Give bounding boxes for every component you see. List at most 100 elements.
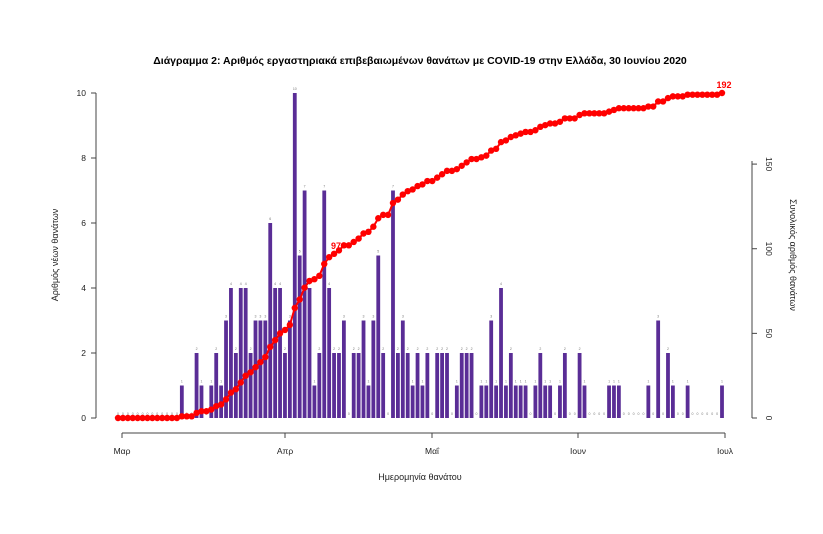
bar-value-label: 0 [569,412,571,416]
x-axis-label: Ημερομηνία θανάτου [378,472,462,482]
bar-value-label: 1 [181,380,183,384]
bar-value-label: 4 [245,282,247,286]
bar [543,385,548,418]
bar-value-label: 2 [382,347,384,351]
cumulative-point [596,110,603,117]
bar [317,353,322,418]
cumulative-point [296,296,303,303]
bar [327,288,332,418]
y2-tick-label: 100 [764,242,774,256]
bar [425,353,430,418]
bar-value-label: 0 [593,412,595,416]
cumulative-point [542,121,549,129]
bar-value-label: 2 [235,347,237,351]
cumulative-point [350,238,357,246]
bar [670,385,675,418]
bar-value-label: 0 [142,412,144,416]
bar-value-label: 0 [692,412,694,416]
bar-value-label: 1 [687,380,689,384]
bar-value-label: 0 [161,412,163,416]
bar [366,385,371,418]
cumulative-point [252,364,259,371]
bar-value-label: 3 [657,315,659,319]
cumulative-point [537,123,544,131]
cumulative-point [139,414,146,422]
cumulative-point [198,408,205,415]
bar [297,255,302,418]
bar-value-label: 3 [343,315,345,319]
bar-value-label: 2 [250,347,252,351]
bar-value-label: 0 [137,412,139,416]
bar-value-label: 7 [392,185,394,189]
bar-value-label: 10 [293,87,297,91]
cumulative-point [448,167,456,175]
cumulative-point [168,414,176,422]
cumulative-point [178,413,186,420]
bar-value-label: 1 [367,380,369,384]
bar [410,385,415,418]
bar-value-label: 0 [638,412,640,416]
bar-value-label: 1 [520,380,522,384]
bar-value-label: 0 [176,412,178,416]
bar [258,320,263,418]
bar [513,385,518,418]
bar-value-label: 0 [451,412,453,416]
bar [292,93,297,418]
bar-value-label: 3 [372,315,374,319]
cumulative-point [291,304,298,312]
cumulative-point [424,177,431,185]
y-tick-label: 4 [81,283,86,293]
cumulative-point [433,174,441,181]
bar-value-label: 0 [642,412,644,416]
cumulative-point [708,91,716,98]
bar-value-label: 0 [706,412,708,416]
bar-value-label: 3 [255,315,257,319]
bar-value-label: 1 [544,380,546,384]
chart-title: Διάγραμμα 2: Αριθμός εργαστηριακά επιβεβ… [153,55,687,67]
bar-value-label: 2 [353,347,355,351]
cumulative-point [463,159,470,166]
bar-value-label: 1 [549,380,551,384]
bar-value-label: 0 [701,412,703,416]
cumulative-point [375,215,382,222]
x-tick-label: Μαρ [114,446,131,456]
cumulative-point [630,105,637,112]
x-tick-label: Μαΐ [425,446,440,456]
annotations: 97 192 [331,80,731,251]
bar [435,353,440,418]
cumulative-point [512,132,519,139]
bar [607,385,611,418]
cumulative-point [419,181,426,188]
cumulative-point [404,187,411,195]
bar-value-label: 6 [269,217,271,221]
cumulative-point [414,182,421,190]
bar [562,353,567,418]
bar-value-label: 0 [146,412,148,416]
cumulative-point [149,414,156,422]
cumulative-point [443,167,451,175]
bar [214,353,219,418]
bar-value-label: 0 [711,412,713,416]
bar [391,190,395,418]
x-tick-label: Ιουλ [717,446,734,456]
bar-value-label: 0 [677,412,679,416]
x-tick-label: Ιουν [570,446,586,456]
bar-value-label: 4 [240,282,242,286]
cumulative-point [650,103,657,110]
cumulative-point [679,93,686,100]
cumulative-point [129,414,136,422]
bar-value-label: 2 [407,347,409,351]
bar [278,288,282,418]
bar-value-label: 4 [279,282,281,286]
cumulative-point [625,105,632,112]
bar-value-label: 1 [618,380,620,384]
bar-value-label: 0 [530,412,532,416]
cumulative-point [669,93,677,100]
bar [273,288,278,418]
cumulative-point [576,111,583,119]
cumulative-point [458,162,465,169]
bar [577,353,582,418]
bar-value-label: 5 [377,250,379,254]
cumulative-point [203,408,210,415]
bar-value-label: 0 [475,412,477,416]
